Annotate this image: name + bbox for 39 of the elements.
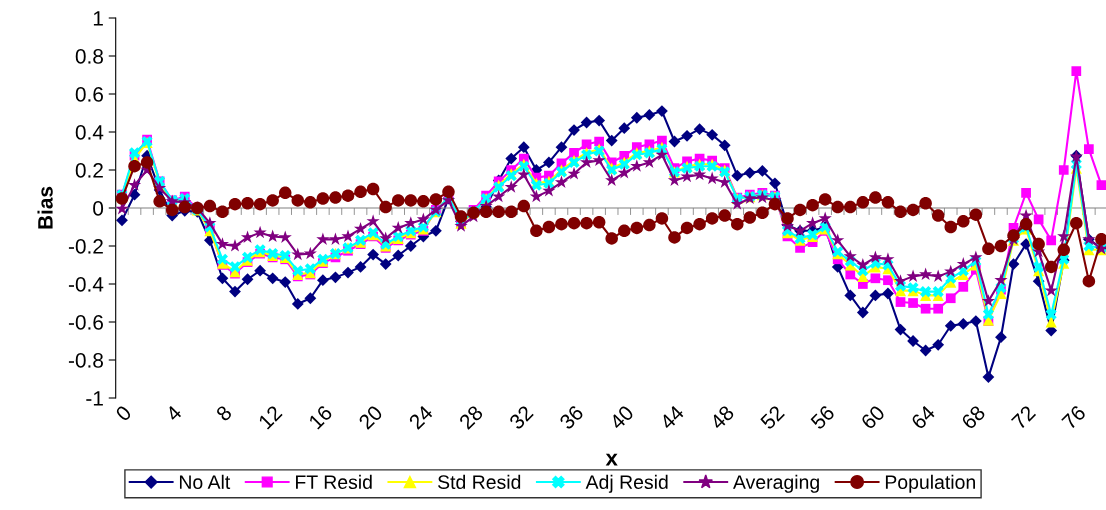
y-tick-label: 0.2 — [75, 163, 103, 178]
x-tick-label: 76 — [1061, 404, 1087, 431]
y-tick-label: 0.8 — [75, 49, 103, 64]
x-tick-label: 52 — [759, 404, 786, 431]
x-tick-label: 40 — [608, 404, 635, 431]
x-tick-label: 48 — [709, 404, 735, 431]
y-tick-label: -0.2 — [68, 239, 103, 254]
x-tick-label: 20 — [357, 404, 384, 431]
legend-label: Adj Resid — [585, 474, 668, 493]
x-tick-label: 24 — [408, 404, 434, 430]
x-tick-label: 68 — [960, 404, 987, 431]
x-axis-title: x — [605, 453, 618, 466]
x-tick-label: 8 — [215, 404, 233, 422]
x-tick-label: 56 — [809, 404, 836, 431]
y-tick-label: 0.6 — [75, 87, 103, 102]
y-tick-label: -0.6 — [68, 315, 103, 330]
y-tick-label: -0.4 — [68, 277, 104, 292]
x-tick-label: 72 — [1010, 404, 1037, 430]
legend-label: No Alt — [179, 474, 231, 490]
x-tick-label: 60 — [860, 404, 886, 431]
x-tick-label: 12 — [257, 404, 283, 430]
y-axis-title: Bias — [37, 186, 53, 229]
x-tick-label: 44 — [658, 404, 685, 431]
x-tick-label: 0 — [114, 404, 133, 422]
y-tick-label: -1 — [86, 391, 103, 406]
x-tick-label: 64 — [910, 404, 937, 431]
y-tick-label: -0.8 — [68, 353, 103, 368]
x-tick-label: 36 — [558, 404, 585, 431]
x-tick-label: 16 — [308, 404, 334, 430]
x-tick-label: 32 — [508, 404, 534, 431]
legend-label: Population — [885, 474, 975, 493]
x-tick-label: 4 — [164, 404, 183, 423]
x-tick-label: 28 — [458, 404, 484, 431]
legend-label: FT Resid — [296, 474, 372, 490]
y-tick-label: 0 — [93, 201, 104, 216]
legend-label: Std Resid — [438, 474, 521, 490]
legend-label: Averaging — [733, 474, 819, 493]
y-tick-label: 0.4 — [75, 125, 104, 140]
y-tick-label: 1 — [93, 11, 103, 26]
